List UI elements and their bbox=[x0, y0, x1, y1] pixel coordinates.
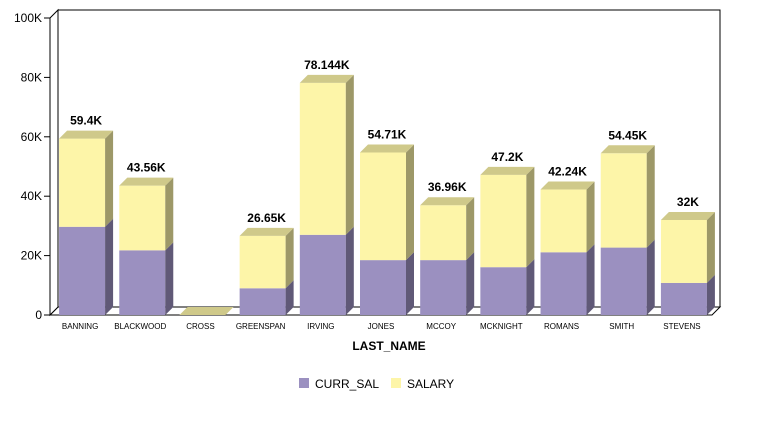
bar-segment-curr_sal bbox=[119, 250, 166, 315]
bar-segment-salary bbox=[420, 205, 467, 261]
bar-segment-salary bbox=[299, 82, 346, 235]
y-tick-label: 0 bbox=[35, 308, 42, 322]
bar-top-cap bbox=[299, 74, 354, 83]
data-label: 54.71K bbox=[368, 128, 407, 142]
bar-side-salary bbox=[105, 130, 114, 227]
legend-swatch-curr_sal bbox=[299, 378, 309, 388]
bar-segment-curr_sal bbox=[360, 260, 406, 315]
x-tick-label: MCKNIGHT bbox=[480, 322, 523, 331]
bar-segment-salary bbox=[119, 185, 166, 251]
data-label: 26.65K bbox=[247, 211, 286, 225]
data-label: 47.2K bbox=[491, 150, 523, 164]
bar-side-curr_sal bbox=[285, 280, 294, 315]
bar-segment-curr_sal bbox=[540, 252, 587, 315]
x-tick-label: STEVENS bbox=[663, 322, 700, 331]
bar-segment-curr_sal bbox=[600, 247, 647, 315]
x-tick-label: JONES bbox=[368, 322, 395, 331]
x-tick-label: ROMANS bbox=[544, 322, 579, 331]
bar-top-cap bbox=[59, 130, 114, 139]
bar-segment-salary bbox=[480, 174, 527, 268]
data-label: 42.24K bbox=[548, 165, 587, 179]
bar-side-curr_sal bbox=[706, 274, 715, 315]
bar-segment-curr_sal bbox=[420, 260, 467, 315]
bar-top-cap bbox=[660, 211, 715, 220]
bar-top-cap bbox=[360, 144, 414, 153]
bar-side-salary bbox=[345, 74, 354, 235]
bar-side-salary bbox=[285, 227, 294, 289]
bar-side-curr_sal bbox=[105, 218, 114, 315]
bar-top-cap bbox=[119, 177, 174, 186]
x-tick-label: CROSS bbox=[186, 322, 214, 331]
bar-side-curr_sal bbox=[165, 242, 174, 315]
x-tick-label: IRVING bbox=[307, 322, 334, 331]
y-tick-label: 80K bbox=[21, 70, 42, 84]
data-label: 32K bbox=[677, 195, 699, 209]
bar-top-cap bbox=[600, 145, 655, 154]
bar-segment-salary bbox=[600, 153, 647, 248]
y-tick-label: 60K bbox=[21, 130, 42, 144]
bar-side-curr_sal bbox=[345, 226, 354, 315]
y-tick-label: 40K bbox=[21, 189, 42, 203]
x-tick-label: BANNING bbox=[62, 322, 98, 331]
bar-side-curr_sal bbox=[406, 252, 414, 315]
bar-side-curr_sal bbox=[646, 239, 655, 315]
data-label: 43.56K bbox=[127, 161, 166, 175]
data-label: 59.4K bbox=[70, 114, 102, 128]
bar-side-salary bbox=[646, 145, 655, 248]
bar-segment-curr_sal bbox=[480, 267, 527, 315]
bar-segment-salary bbox=[239, 235, 286, 289]
x-tick-label: MCCOY bbox=[426, 322, 456, 331]
bar-segment-salary bbox=[540, 189, 587, 253]
bar-top-cap bbox=[179, 307, 234, 315]
bar-side-salary bbox=[706, 211, 715, 283]
legend-label-salary: SALARY bbox=[407, 377, 454, 391]
x-tick-label: SMITH bbox=[609, 322, 634, 331]
y-tick-label: 20K bbox=[21, 249, 42, 263]
data-label: 54.45K bbox=[608, 128, 647, 142]
x-tick-label: BLACKWOOD bbox=[114, 322, 166, 331]
data-label: 78.144K bbox=[304, 58, 350, 72]
bar-segment-curr_sal bbox=[299, 234, 346, 315]
side-wall bbox=[49, 8, 59, 317]
x-tick-label: GREENSPAN bbox=[236, 322, 286, 331]
bar-side-salary bbox=[466, 197, 475, 261]
bar-side-salary bbox=[165, 177, 174, 251]
bar-side-curr_sal bbox=[586, 244, 595, 315]
legend-label-curr_sal: CURR_SAL bbox=[315, 377, 379, 391]
data-label: 36.96K bbox=[428, 180, 467, 194]
bar-side-curr_sal bbox=[466, 252, 475, 315]
bar-side-curr_sal bbox=[526, 259, 535, 315]
bar-top-cap bbox=[480, 166, 535, 175]
bar-top-cap bbox=[239, 227, 294, 236]
bar-segment-salary bbox=[360, 152, 406, 261]
bar-side-salary bbox=[586, 181, 595, 253]
bar-segment-curr_sal bbox=[660, 282, 707, 315]
x-axis-title: LAST_NAME bbox=[352, 339, 425, 353]
bar-segment-salary bbox=[59, 138, 106, 227]
bar-side-salary bbox=[526, 166, 535, 268]
bar-top-cap bbox=[420, 197, 475, 206]
y-tick-label: 100K bbox=[14, 11, 42, 25]
bar-segment-curr_sal bbox=[59, 226, 106, 315]
bar-segment-salary bbox=[660, 219, 707, 283]
legend-swatch-salary bbox=[391, 378, 401, 388]
bar-side-salary bbox=[406, 144, 414, 261]
bar-segment-curr_sal bbox=[239, 288, 286, 315]
bar-top-cap bbox=[540, 181, 595, 190]
